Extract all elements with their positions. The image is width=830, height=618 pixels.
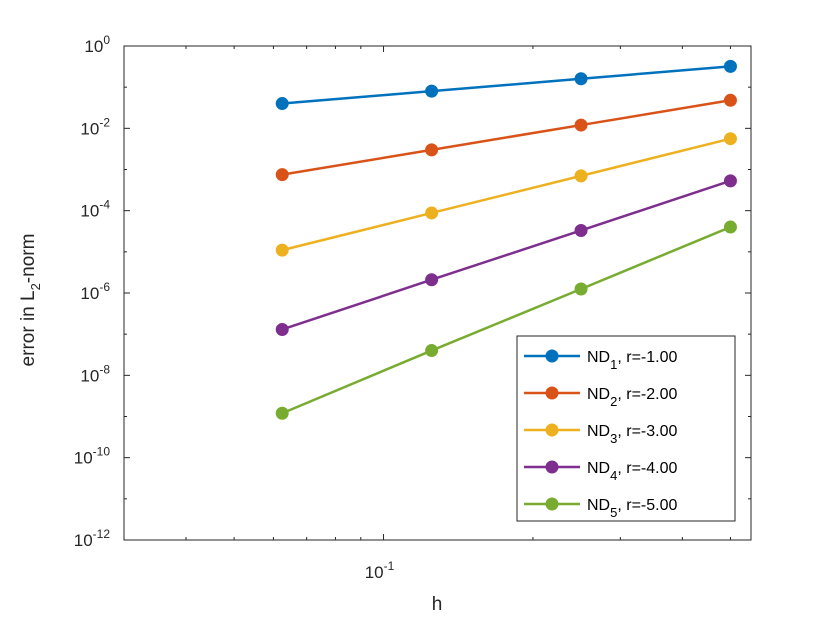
data-point (425, 273, 439, 287)
data-point (574, 72, 588, 86)
data-point (574, 118, 588, 132)
legend-entry-2: ND2, r=-2.00 (524, 386, 677, 409)
legend-entry-1: ND1, r=-1.00 (524, 349, 677, 372)
legend-entry-4: ND4, r=-4.00 (524, 460, 677, 483)
series-3 (275, 132, 737, 257)
legend-label: ND4, r=-4.00 (587, 460, 677, 483)
series-line (281, 179, 731, 331)
series-5 (275, 220, 737, 420)
y-tick-label: 10-12 (74, 527, 111, 550)
data-point (275, 406, 289, 420)
legend-label: ND2, r=-2.00 (587, 386, 677, 409)
series-2 (275, 93, 737, 182)
y-tick-label: 10-2 (80, 115, 110, 138)
series-layer (275, 59, 737, 420)
data-point (275, 322, 289, 336)
legend: ND1, r=-1.00 ND2, r=-2.00 ND3, r=-3.00 ND4,… (516, 335, 736, 522)
tick-labels: 100 10-2 10-4 10-6 10-8 10-10 10-12 10-1 (74, 33, 395, 582)
data-point (425, 84, 439, 98)
data-point (723, 93, 737, 107)
legend-marker (545, 386, 559, 400)
data-point (275, 168, 289, 182)
data-point (574, 223, 588, 237)
series-line (282, 65, 731, 105)
legend-marker (545, 349, 559, 363)
x-tick-label: 10-1 (365, 559, 395, 582)
data-point (425, 344, 439, 358)
series-4 (275, 174, 737, 336)
legend-marker (545, 497, 559, 511)
legend-label: ND1, r=-1.00 (587, 349, 677, 372)
legend-entry-3: ND3, r=-3.00 (524, 423, 677, 446)
data-point (723, 59, 737, 73)
plot-frame (123, 45, 752, 541)
x-axis-label: h (432, 594, 443, 615)
series-line (281, 137, 731, 252)
y-tick-label: 10-8 (80, 362, 110, 385)
data-point (723, 132, 737, 146)
y-tick-label: 10-6 (80, 280, 110, 303)
data-point (275, 243, 289, 257)
y-tick-label: 100 (84, 33, 110, 56)
series-1 (275, 59, 737, 111)
y-tick-label: 10-10 (74, 445, 111, 468)
data-point (275, 97, 289, 111)
legend-marker (545, 460, 559, 474)
data-point (723, 174, 737, 188)
y-axis-label: error in L2-norm (18, 234, 43, 367)
legend-marker (545, 423, 559, 437)
series-line (282, 99, 731, 176)
data-point (574, 169, 588, 183)
data-point (574, 282, 588, 296)
legend-label: ND5, r=-5.00 (587, 497, 677, 520)
legend-label: ND3, r=-3.00 (587, 423, 677, 446)
data-point (425, 143, 439, 157)
series-line (281, 225, 731, 415)
legend-entry-5: ND5, r=-5.00 (524, 497, 677, 520)
y-tick-label: 10-4 (80, 198, 110, 221)
data-point (723, 220, 737, 234)
data-point (425, 206, 439, 220)
